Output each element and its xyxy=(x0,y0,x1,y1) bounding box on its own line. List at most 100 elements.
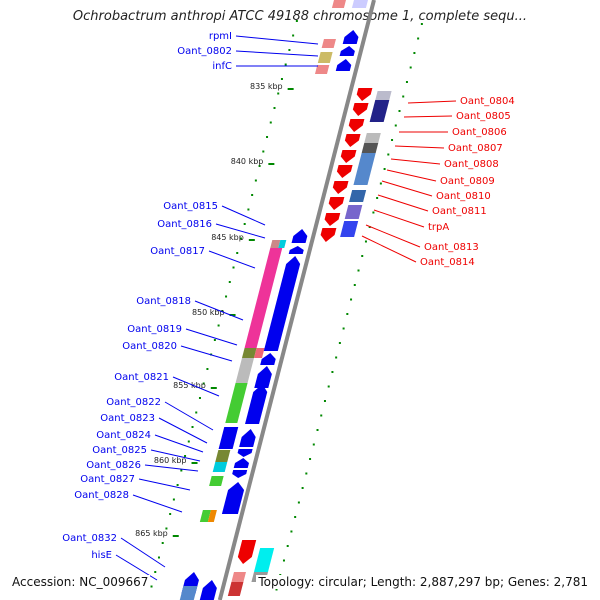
label-leader xyxy=(208,250,256,269)
forward-gene-block xyxy=(218,427,239,449)
gene-label-left: Oant_0818 xyxy=(136,296,191,307)
tick-dot xyxy=(305,472,308,475)
label-leader xyxy=(172,376,220,397)
label-leader xyxy=(373,209,425,228)
gc-block xyxy=(349,190,367,202)
gc-block xyxy=(364,133,381,143)
tick-dot xyxy=(282,559,285,562)
label-leader xyxy=(377,194,429,212)
tick-dot xyxy=(353,284,356,286)
tick-dot xyxy=(309,458,312,460)
tick-dot xyxy=(335,356,338,359)
tick-dot xyxy=(202,382,205,385)
tick-dot xyxy=(320,414,323,417)
tick-dot xyxy=(420,23,423,25)
gene-label-left: Oant_0823 xyxy=(100,413,155,424)
tick-label: 855 kbp xyxy=(173,381,206,390)
tick-dot xyxy=(350,298,353,301)
tick-dot xyxy=(262,150,265,153)
forward-gene xyxy=(339,46,355,56)
gene-label-left: Oant_0827 xyxy=(80,474,135,485)
forward-gene xyxy=(335,59,352,71)
tick-dot xyxy=(372,211,375,214)
tick-dot xyxy=(284,63,287,66)
tick-label: 850 kbp xyxy=(192,308,225,317)
reverse-gene xyxy=(352,103,369,116)
gene-label-right: Oant_0810 xyxy=(436,191,491,202)
forward-gene xyxy=(263,256,301,351)
tick-dot xyxy=(243,223,246,225)
reverse-gene xyxy=(324,213,341,226)
tick-dot xyxy=(402,95,405,98)
tick-dot xyxy=(184,455,187,457)
tick-dot xyxy=(187,440,190,443)
reverse-gene xyxy=(336,165,353,178)
gene-label-left: Oant_0820 xyxy=(122,341,177,352)
tick-label: 860 kbp xyxy=(154,456,187,465)
gc-block xyxy=(314,65,330,74)
reverse-gene xyxy=(348,119,365,132)
reverse-gene xyxy=(344,134,361,147)
tick-dot xyxy=(364,240,367,243)
reverse-gene xyxy=(320,228,337,242)
tick-dot xyxy=(294,516,297,518)
gene-label-left: Oant_0815 xyxy=(163,201,218,212)
tick-dot xyxy=(206,368,209,370)
gene-label-right: Oant_0814 xyxy=(420,257,475,268)
gene-label-left: infC xyxy=(212,61,232,72)
gc-block xyxy=(231,572,246,582)
tick-dot xyxy=(275,588,278,591)
reverse-gene xyxy=(332,181,349,194)
forward-gene xyxy=(254,366,272,388)
gc-block xyxy=(227,582,244,596)
gc-block xyxy=(317,52,333,63)
tick-dot xyxy=(157,556,160,559)
tick-dot xyxy=(297,501,300,504)
gc-block xyxy=(321,39,336,48)
gene-label-left: Oant_0824 xyxy=(96,430,151,441)
tick-dot xyxy=(213,339,216,341)
tick-dot xyxy=(357,269,360,272)
gene-label-left: Oant_0819 xyxy=(127,324,182,335)
forward-gene xyxy=(233,458,250,468)
label-leader xyxy=(194,300,244,321)
tick-dot xyxy=(269,121,272,124)
accession-text: Accession: NC_009667 xyxy=(10,575,151,589)
gc-block xyxy=(369,100,390,122)
label-leader xyxy=(164,401,214,431)
gene-label-left: rpmI xyxy=(209,31,232,42)
gc-block xyxy=(207,510,217,522)
tick-dot xyxy=(346,313,349,315)
tick-dot xyxy=(409,66,412,69)
left-gene-labels: rpmI Oant_0802 infC Oant_0815 Oant_0816 Oant_… xyxy=(62,31,319,581)
tick-dot xyxy=(361,255,364,257)
gc-block xyxy=(212,462,228,472)
tick-dot xyxy=(376,197,379,199)
map-title: Ochrobactrum anthropi ATCC 49188 chromos… xyxy=(72,9,528,24)
forward-gene xyxy=(232,470,248,478)
tick-dot xyxy=(225,295,228,298)
gc-block xyxy=(244,248,283,348)
tick-dots xyxy=(150,20,423,591)
gene-label-left: Oant_0821 xyxy=(114,372,169,383)
label-leader xyxy=(390,158,441,165)
gene-label-right: Oant_0806 xyxy=(452,127,507,138)
tick-dot xyxy=(221,310,224,312)
label-leader xyxy=(407,100,457,104)
tick-dot xyxy=(232,266,235,269)
forward-gene xyxy=(239,429,256,447)
gc-block xyxy=(340,221,359,237)
gene-label-left: Oant_0826 xyxy=(86,460,141,471)
label-leader xyxy=(386,169,437,182)
tick-dot xyxy=(394,124,397,127)
tick-dot xyxy=(165,527,168,530)
tick-dot xyxy=(254,179,257,182)
gc-block xyxy=(199,510,211,522)
tick-dot xyxy=(180,469,183,472)
label-leader xyxy=(394,145,445,149)
gc-block xyxy=(353,153,376,185)
gene-label-right: Oant_0808 xyxy=(444,159,499,170)
reverse-gene xyxy=(237,540,257,564)
label-leader xyxy=(132,494,183,513)
